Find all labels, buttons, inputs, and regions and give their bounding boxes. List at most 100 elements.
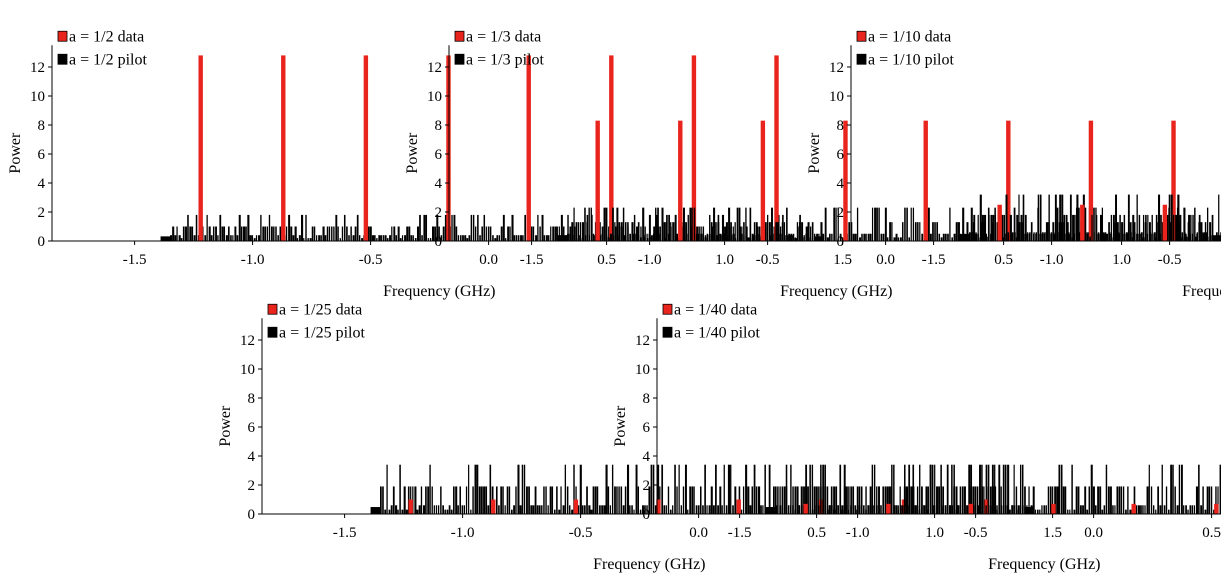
pilot-bar [1149, 232, 1152, 241]
pilot-bar [457, 235, 460, 241]
pilot-bar [807, 486, 809, 514]
pilot-bar [917, 222, 919, 241]
pilot-bar [1112, 214, 1115, 241]
y-tick-label: 10 [240, 362, 255, 378]
pilot-bar [313, 226, 316, 241]
y-tick-label: 2 [38, 205, 46, 221]
pilot-bar [1104, 232, 1107, 241]
pilot-bar [180, 238, 183, 241]
pilot-bar [459, 486, 461, 514]
pilot-bar [996, 509, 998, 514]
pilot-bar [1103, 505, 1106, 514]
pilot-bar [620, 486, 623, 514]
pilot-bar [1029, 232, 1031, 241]
pilot-bar [440, 486, 442, 514]
pilot-bar [406, 226, 409, 241]
pilot-bar [633, 214, 636, 241]
pilot-bar [573, 464, 575, 514]
pilot-bar [991, 464, 994, 514]
pilot-bar [880, 233, 883, 241]
pilot-bar [380, 235, 382, 241]
pilot-bar [1188, 214, 1191, 241]
pilot-bar [708, 233, 711, 241]
data-bar [923, 120, 928, 241]
pilot-bar [1194, 207, 1196, 241]
pilot-bar [260, 214, 262, 241]
x-axis-label: Frequency (GHz) [780, 283, 892, 300]
legend: a = 1/10 data a = 1/10 pilot [856, 28, 954, 68]
pilot-bar [916, 486, 919, 514]
pilot-bar [388, 509, 391, 514]
y-tick-label: 12 [829, 60, 844, 76]
pilot-bar [644, 226, 646, 241]
data-bar [968, 503, 974, 514]
chart-panel-1: 0 2 4 6 8 10 12 -1.5 -1.0 -0.5 0.0 0.5 1.0 1.5 Frequen… [7, 28, 852, 300]
pilot-bar [550, 226, 552, 241]
pilot-bar [1030, 222, 1033, 241]
pilot-bar [629, 505, 631, 514]
pilot-bar [655, 207, 657, 241]
pilot-bar [689, 486, 692, 514]
pilot-bar [730, 222, 732, 241]
pilot-bar [743, 222, 745, 241]
pilot-bar [1202, 486, 1204, 514]
pilot-bar [755, 486, 758, 514]
pilot-bar [1163, 505, 1166, 514]
pilot-bar [556, 486, 558, 514]
pilot-bar [858, 486, 861, 514]
chart-panel-2: 0 2 4 6 8 10 12 -1.5 -1.0 -0.5 0.0 0.5 1.0 1.5 Frequen… [404, 28, 1221, 300]
pilot-bar [427, 486, 430, 514]
pilot-bar [1097, 486, 1100, 514]
pilot-bar [1208, 486, 1211, 514]
pilot-bar [676, 486, 678, 514]
pilot-bar [524, 214, 526, 241]
pilot-bar [1086, 509, 1089, 514]
pilot-bar [592, 233, 595, 241]
pilot-bar [685, 222, 687, 241]
pilot-bar [691, 486, 694, 514]
pilot-bar [1170, 194, 1173, 241]
pilot-bar [636, 226, 639, 241]
pilot-bar [1157, 486, 1160, 514]
pilot-bar [221, 226, 224, 241]
pilot-bar [418, 505, 421, 514]
pilot-bar [470, 214, 473, 241]
pilot-bar [648, 214, 651, 241]
data-bar [760, 120, 766, 241]
pilot-bar [489, 226, 492, 241]
pilot-bar [745, 226, 748, 241]
pilot-bar [1054, 194, 1057, 241]
pilot-bar [435, 505, 438, 514]
pilot-bar [1148, 222, 1151, 241]
pilot-bar [1140, 232, 1143, 241]
pilot-bar [453, 214, 456, 241]
pilot-bar [307, 238, 309, 241]
pilot-bar [969, 232, 971, 241]
pilot-bar [822, 233, 825, 241]
pilot-bar [1013, 464, 1015, 514]
pilot-bar [341, 226, 344, 241]
y-axis-label: Power [217, 405, 234, 447]
pilot-bar [466, 238, 469, 241]
pilot-bar [815, 486, 818, 514]
pilot-bar [511, 509, 513, 514]
pilot-bar [841, 237, 844, 241]
pilot-bar [414, 238, 417, 241]
pilot-bar [1215, 486, 1217, 514]
pilot-bar [794, 509, 797, 514]
x-tick-label: -0.5 [964, 525, 988, 541]
pilot-bar [536, 505, 539, 514]
pilot-bar [1203, 232, 1205, 241]
pilot-bar [537, 214, 539, 241]
pilot-bar [897, 237, 900, 241]
pilot-bar [215, 226, 217, 241]
pilot-bar [206, 214, 208, 241]
pilot-bar [854, 505, 857, 514]
pilot-bar [976, 486, 979, 514]
pilot-bar [614, 226, 617, 241]
pilot-bar [721, 214, 725, 241]
pilot-bar [1102, 232, 1105, 241]
pilot-bar [474, 464, 477, 514]
pilot-bar [962, 207, 965, 241]
